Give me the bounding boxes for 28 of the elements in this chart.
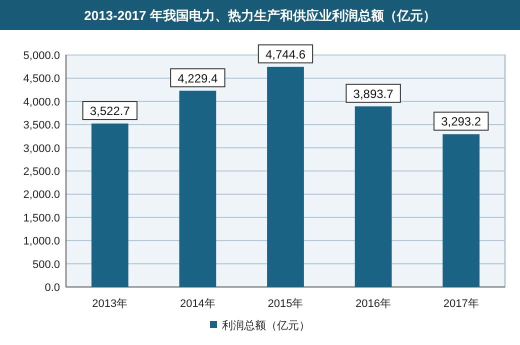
y-tick-label: 1,500.0 (23, 212, 60, 224)
bar (442, 134, 480, 287)
y-tick-label: 1,000.0 (23, 236, 60, 248)
text: 3,522.7 (90, 104, 130, 118)
x-tick-label: 2016年 (356, 298, 392, 310)
bar (267, 66, 304, 287)
text: 3,893.7 (353, 86, 394, 101)
text: 4,744.6 (265, 47, 306, 62)
text: 4,229.4 (178, 71, 218, 86)
x-tick-label: 2017年 (443, 298, 479, 310)
x-tick-label: 2015年 (268, 298, 304, 310)
bar (179, 90, 216, 287)
x-tick-label: 2013年 (92, 298, 128, 310)
y-tick-label: 5,000.0 (23, 50, 60, 62)
x-tick-label: 2014年 (180, 298, 216, 310)
chart-title: 2013-2017 年我国电力、热力生产和供应业利润总额（亿元） (84, 8, 436, 23)
text: 3,293.2 (441, 114, 482, 129)
y-tick-label: 3,000.0 (23, 142, 60, 155)
legend-label: 利润总额（亿元） (222, 319, 310, 332)
y-tick-label: 3,500.0 (23, 120, 60, 132)
y-tick-label: 4,000.0 (23, 96, 60, 108)
y-tick-label: 2,500.0 (23, 166, 60, 178)
y-tick-label: 0.0 (44, 282, 60, 294)
y-tick-label: 500.0 (32, 258, 60, 271)
y-tick-label: 2,000.0 (23, 189, 60, 202)
bar (91, 124, 128, 287)
bar (354, 106, 392, 287)
y-tick-label: 4,500.0 (23, 73, 60, 86)
